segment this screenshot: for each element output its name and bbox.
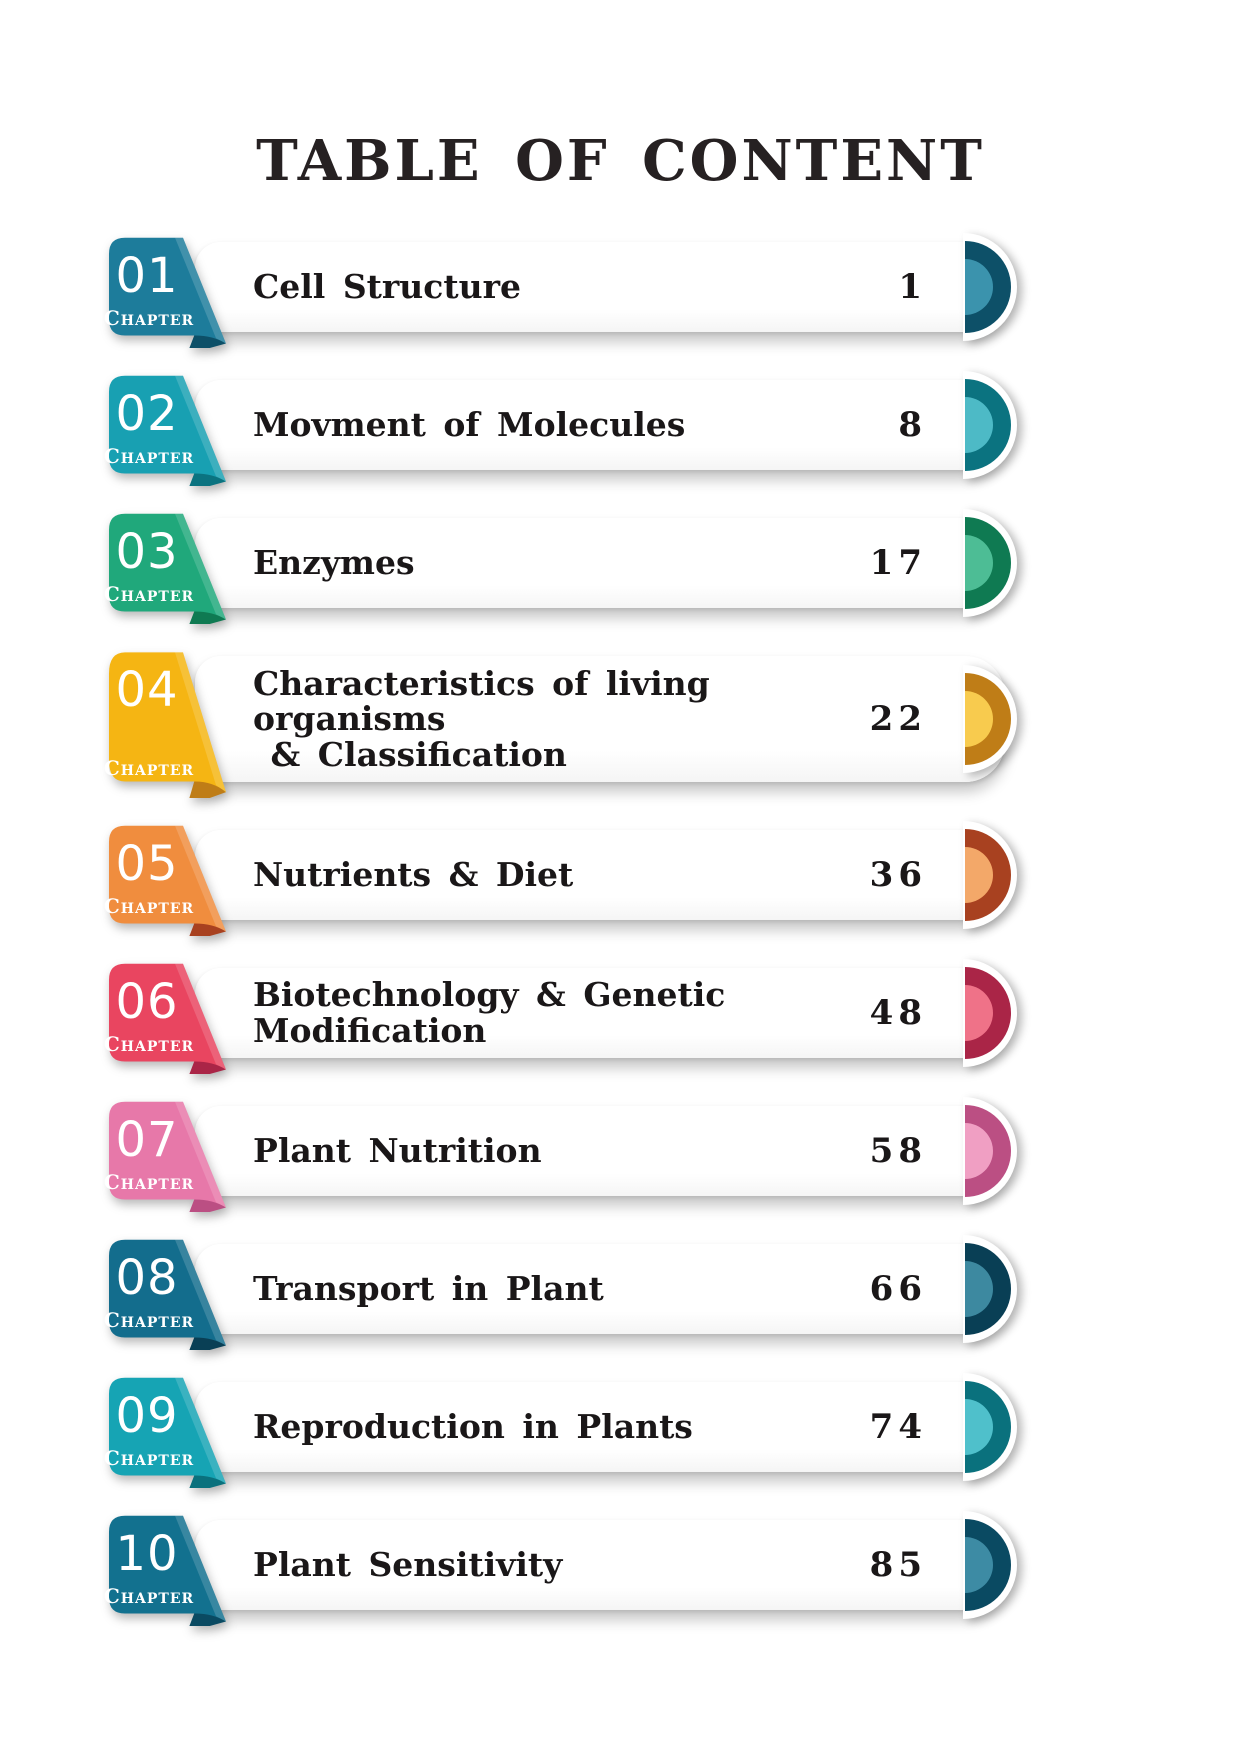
chapter-label: Chapter	[103, 582, 195, 606]
chapter-badge: 02 Chapter	[95, 374, 235, 486]
chapter-label: Chapter	[103, 756, 195, 780]
chapter-ribbon-icon	[109, 1377, 226, 1488]
chapter-number: 05	[115, 836, 179, 892]
chapter-entry-bar[interactable]: Cell Structure 1	[195, 233, 1017, 341]
toc-row: Reproduction in Plants 74 09 Chapter	[95, 1373, 1017, 1488]
chapter-label: Chapter	[103, 1170, 195, 1194]
chapter-title: Transport in Plant	[253, 1269, 604, 1309]
chapter-entry-bar[interactable]: Enzymes 17	[195, 509, 1017, 617]
chapter-page-number: 17	[869, 543, 927, 583]
chapter-ribbon-icon	[109, 1101, 226, 1212]
chapter-ribbon-icon	[109, 825, 226, 936]
chapter-title: Reproduction in Plants	[253, 1407, 693, 1447]
chapter-title: Characteristics of living organisms & Cl…	[253, 663, 710, 774]
chapter-title: Biotechnology & Genetic Modification	[253, 975, 726, 1050]
chapter-entry-bar[interactable]: Biotechnology & Genetic Modification 48	[195, 959, 1017, 1067]
chapter-label: Chapter	[103, 894, 195, 918]
chapter-ribbon-icon	[109, 237, 226, 348]
chapter-number: 08	[115, 1250, 179, 1306]
chapter-number: 10	[115, 1526, 179, 1582]
chapter-label: Chapter	[103, 1308, 195, 1332]
chapter-page-number: 58	[869, 1131, 927, 1171]
chapter-title: Cell Structure	[253, 267, 521, 307]
chapter-number: 02	[115, 386, 179, 442]
chapter-entry-bar[interactable]: Movment of Molecules 8	[195, 371, 1017, 479]
chapter-label: Chapter	[103, 1584, 195, 1608]
chapter-badge: 08 Chapter	[95, 1238, 235, 1350]
toc-row: Biotechnology & Genetic Modification 48 …	[95, 959, 1017, 1074]
page-title: TABLE OF CONTENT	[256, 128, 985, 194]
chapter-ribbon-icon	[109, 1515, 226, 1626]
toc-row: Cell Structure 1 01 Chapter	[95, 233, 1017, 348]
chapter-page-number: 1	[898, 267, 927, 307]
toc-row: Transport in Plant 66 08 Chapter	[95, 1235, 1017, 1350]
chapter-number: 01	[115, 248, 179, 304]
chapter-page-number: 8	[898, 405, 927, 445]
chapter-title: Nutrients & Diet	[253, 855, 574, 895]
chapter-label: Chapter	[103, 444, 195, 468]
chapter-ribbon-icon	[109, 513, 226, 624]
chapter-page-number: 85	[869, 1545, 927, 1585]
chapter-page-number: 66	[869, 1269, 927, 1309]
chapter-title: Enzymes	[253, 543, 415, 583]
chapter-ribbon-icon	[109, 963, 226, 1074]
chapter-label: Chapter	[103, 1446, 195, 1470]
chapter-number: 03	[115, 524, 179, 580]
chapter-page-number: 48	[869, 993, 927, 1033]
chapter-title: Plant Nutrition	[253, 1131, 542, 1171]
toc-row: Nutrients & Diet 36 05 Chapter	[95, 821, 1017, 936]
chapter-badge: 07 Chapter	[95, 1100, 235, 1212]
chapter-number: 04	[115, 662, 179, 718]
toc-row: Characteristics of living organisms & Cl…	[95, 650, 1017, 798]
chapter-entry-bar[interactable]: Characteristics of living organisms & Cl…	[195, 656, 1017, 782]
chapter-ribbon-icon	[109, 1239, 226, 1350]
chapter-entry-bar[interactable]: Nutrients & Diet 36	[195, 821, 1017, 929]
chapter-number: 09	[115, 1388, 179, 1444]
chapter-badge: 01 Chapter	[95, 236, 235, 348]
chapter-page-number: 74	[869, 1407, 927, 1447]
chapter-badge: 06 Chapter	[95, 962, 235, 1074]
chapter-title: Movment of Molecules	[253, 405, 686, 445]
chapter-page-number: 22	[869, 699, 927, 739]
chapter-badge: 04 Chapter	[95, 650, 235, 798]
chapter-badge: 05 Chapter	[95, 824, 235, 936]
chapter-ribbon-icon	[109, 652, 226, 798]
chapter-entry-bar[interactable]: Plant Sensitivity 85	[195, 1511, 1017, 1619]
chapter-entry-bar[interactable]: Reproduction in Plants 74	[195, 1373, 1017, 1481]
toc-row: Movment of Molecules 8 02 Chapter	[95, 371, 1017, 486]
chapter-number: 07	[115, 1112, 179, 1168]
table-of-contents: Cell Structure 1 01 Chapter Movment of M…	[95, 233, 1017, 1626]
chapter-label: Chapter	[103, 1032, 195, 1056]
chapter-badge: 03 Chapter	[95, 512, 235, 624]
chapter-badge: 10 Chapter	[95, 1514, 235, 1626]
chapter-number: 06	[115, 974, 179, 1030]
chapter-title: Plant Sensitivity	[253, 1545, 563, 1585]
toc-row: Plant Sensitivity 85 10 Chapter	[95, 1511, 1017, 1626]
toc-row: Enzymes 17 03 Chapter	[95, 509, 1017, 624]
chapter-page-number: 36	[869, 855, 927, 895]
chapter-entry-bar[interactable]: Plant Nutrition 58	[195, 1097, 1017, 1205]
chapter-ribbon-icon	[109, 375, 226, 486]
chapter-entry-bar[interactable]: Transport in Plant 66	[195, 1235, 1017, 1343]
chapter-label: Chapter	[103, 306, 195, 330]
chapter-badge: 09 Chapter	[95, 1376, 235, 1488]
toc-row: Plant Nutrition 58 07 Chapter	[95, 1097, 1017, 1212]
